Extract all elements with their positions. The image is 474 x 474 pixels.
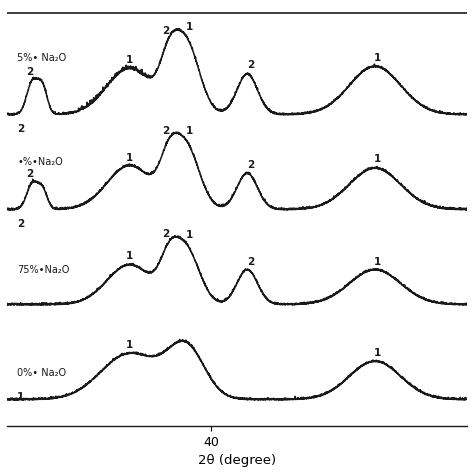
Text: 0%• Na₂O: 0%• Na₂O — [17, 368, 66, 378]
Text: 1: 1 — [185, 126, 192, 136]
Text: 2: 2 — [26, 66, 33, 76]
Text: 1: 1 — [126, 251, 133, 261]
Text: 1: 1 — [185, 229, 192, 239]
Text: 2: 2 — [162, 26, 169, 36]
Text: 2: 2 — [162, 127, 169, 137]
Text: 2: 2 — [26, 169, 33, 179]
Text: 1: 1 — [374, 347, 381, 357]
Text: 1: 1 — [126, 55, 133, 64]
X-axis label: 2θ (degree): 2θ (degree) — [198, 454, 276, 467]
Text: 1: 1 — [185, 22, 192, 32]
Text: 2: 2 — [246, 256, 254, 266]
Text: 1: 1 — [17, 392, 25, 402]
Text: 2: 2 — [162, 229, 169, 239]
Text: 1: 1 — [374, 257, 381, 267]
Text: 1: 1 — [126, 340, 133, 350]
Text: 2: 2 — [17, 124, 25, 134]
Text: 1: 1 — [374, 53, 381, 63]
Text: 1: 1 — [126, 153, 133, 163]
Text: 2: 2 — [17, 219, 25, 229]
Text: 2: 2 — [246, 160, 254, 170]
Text: •%•Na₂O: •%•Na₂O — [17, 157, 63, 167]
Text: 1: 1 — [374, 154, 381, 164]
Text: 5%• Na₂O: 5%• Na₂O — [17, 53, 66, 63]
Text: 2: 2 — [246, 60, 254, 70]
Text: 75%•Na₂O: 75%•Na₂O — [17, 264, 70, 274]
